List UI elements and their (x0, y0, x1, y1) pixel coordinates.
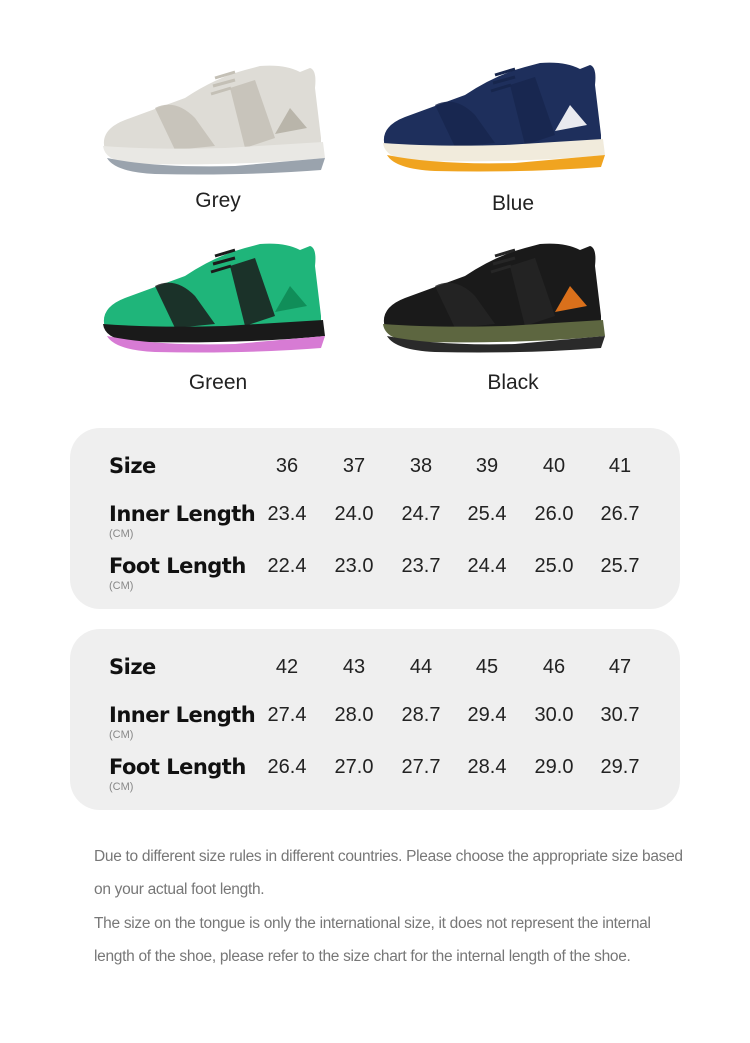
shoe-image-green (95, 236, 330, 356)
variant-label: Grey (195, 189, 241, 212)
table-cell: 23.4 (267, 503, 307, 525)
size-table-2: Size 42 43 44 45 46 47 Inner Length (CM) 27.4 28.0… (70, 629, 680, 810)
table-cell: 27.4 (267, 704, 307, 726)
table-cell: 38 (409, 455, 433, 477)
table-cell: 46 (542, 656, 566, 678)
variant-label: Green (188, 371, 248, 394)
unit-label: (CM) (109, 528, 134, 540)
table-cell: 42 (275, 656, 299, 678)
table-cell: 23.7 (401, 555, 441, 577)
table-cell: 41 (608, 455, 632, 477)
row-label: Size (109, 454, 156, 478)
table-cell: 24.7 (401, 503, 441, 525)
note-paragraph-1: Due to different size rules in different… (94, 848, 683, 899)
table-cell: 26.0 (534, 503, 574, 525)
unit-label: (CM) (109, 781, 134, 793)
variant-label: Black (487, 371, 539, 394)
table-cell: 39 (475, 455, 499, 477)
table-cell: 47 (608, 656, 632, 678)
row-label: Inner Length (109, 703, 256, 727)
table-cell: 37 (342, 455, 366, 477)
table-cell: 22.4 (267, 555, 307, 577)
table-cell: 28.7 (401, 704, 441, 726)
shoe-image-grey (95, 58, 330, 178)
row-label: Foot Length (109, 554, 246, 578)
row-label: Size (109, 655, 156, 679)
shoe-image-black (375, 236, 610, 356)
table-cell: 25.4 (467, 503, 507, 525)
table-cell: 36 (275, 455, 299, 477)
unit-label: (CM) (109, 580, 134, 592)
table-cell: 29.4 (467, 704, 507, 726)
table-cell: 43 (342, 656, 366, 678)
table-cell: 23.0 (334, 555, 374, 577)
table-cell: 30.7 (600, 704, 640, 726)
row-label: Foot Length (109, 755, 246, 779)
table-cell: 44 (409, 656, 433, 678)
table-cell: 29.0 (534, 756, 574, 778)
variant-label: Blue (491, 192, 535, 215)
table-cell: 24.4 (467, 555, 507, 577)
row-label: Inner Length (109, 502, 256, 526)
table-cell: 26.7 (600, 503, 640, 525)
table-cell: 29.7 (600, 756, 640, 778)
table-cell: 24.0 (334, 503, 374, 525)
table-cell: 25.0 (534, 555, 574, 577)
table-cell: 27.7 (401, 756, 441, 778)
table-cell: 28.0 (334, 704, 374, 726)
note-paragraph-2: The size on the tongue is only the inter… (94, 914, 651, 965)
table-cell: 30.0 (534, 704, 574, 726)
table-cell: 45 (475, 656, 499, 678)
size-note: Due to different size rules in different… (94, 840, 694, 973)
table-cell: 40 (542, 455, 566, 477)
table-cell: 27.0 (334, 756, 374, 778)
table-cell: 28.4 (467, 756, 507, 778)
table-cell: 26.4 (267, 756, 307, 778)
size-table-1: Size 36 37 38 39 40 41 Inner Length (CM) 23.4 24.0… (70, 428, 680, 609)
shoe-image-blue (375, 55, 610, 175)
table-cell: 25.7 (600, 555, 640, 577)
unit-label: (CM) (109, 729, 134, 741)
